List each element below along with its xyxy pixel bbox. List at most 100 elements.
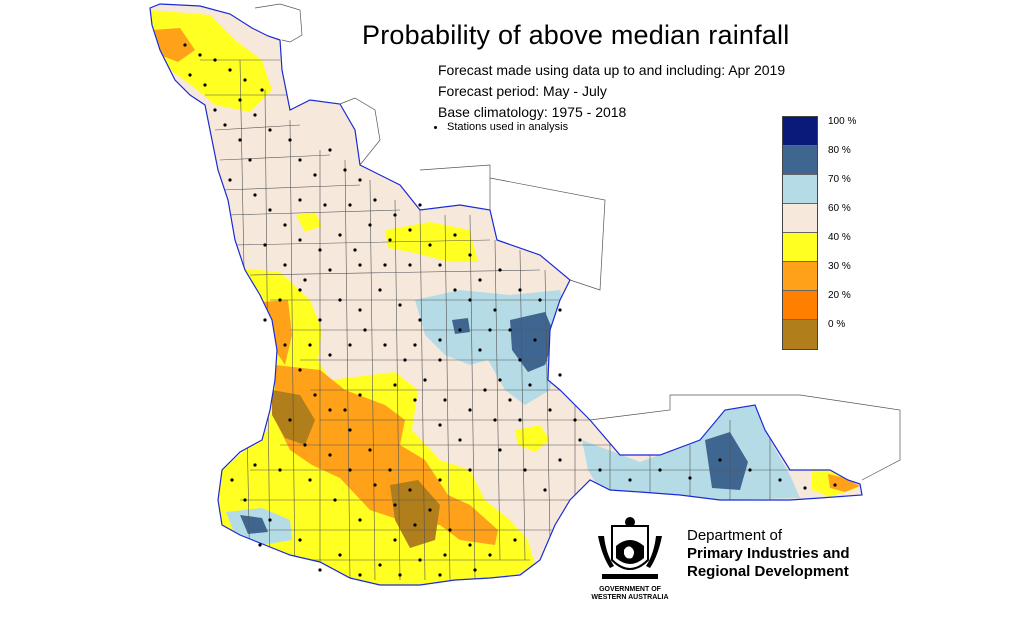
station-dot	[228, 68, 232, 72]
station-dot	[253, 113, 257, 117]
zone-yellow-east	[385, 222, 478, 262]
station-dot	[328, 148, 332, 152]
station-dot	[468, 298, 472, 302]
station-dot	[378, 563, 382, 567]
gov-line2: WESTERN AUSTRALIA	[591, 594, 669, 601]
station-dot	[183, 43, 187, 47]
station-dot	[438, 573, 442, 577]
legend-label: 20 %	[828, 290, 851, 301]
zone-yellow-north	[150, 10, 272, 112]
station-dot	[253, 463, 257, 467]
station-dot	[443, 398, 447, 402]
station-dot	[493, 418, 497, 422]
station-dot	[443, 553, 447, 557]
station-dot	[268, 208, 272, 212]
station-dot	[298, 158, 302, 162]
station-dot	[308, 478, 312, 482]
dept-line3: Regional Development	[687, 563, 849, 580]
zone-darkblue-southeast	[705, 432, 748, 490]
station-dot	[230, 478, 234, 482]
station-dot	[338, 553, 342, 557]
station-dot	[453, 288, 457, 292]
station-dot	[428, 243, 432, 247]
station-dot	[423, 378, 427, 382]
station-dot	[478, 348, 482, 352]
station-dot	[338, 298, 342, 302]
station-dot	[343, 408, 347, 412]
station-dot	[548, 408, 552, 412]
station-dot	[453, 233, 457, 237]
station-dot	[288, 138, 292, 142]
station-dot	[238, 98, 242, 102]
gov-line1: GOVERNMENT OF	[599, 586, 661, 593]
station-dot	[283, 343, 287, 347]
legend-label: 0 %	[828, 319, 846, 330]
station-dot	[373, 483, 377, 487]
station-dot	[268, 128, 272, 132]
station-dot	[413, 398, 417, 402]
station-dot	[438, 358, 442, 362]
legend-swatch	[783, 233, 817, 262]
station-dot	[533, 338, 537, 342]
station-dot	[498, 378, 502, 382]
station-dot	[438, 423, 442, 427]
station-dot	[228, 178, 232, 182]
map-title: Probability of above median rainfall	[362, 20, 790, 50]
station-dot	[488, 553, 492, 557]
station-dot	[538, 298, 542, 302]
legend-swatch	[783, 320, 817, 349]
station-dot-icon	[434, 125, 437, 129]
stations-label: Stations used in analysis	[447, 121, 569, 133]
station-dot	[468, 253, 472, 257]
station-dot	[393, 538, 397, 542]
station-dot	[388, 468, 392, 472]
station-dot	[748, 468, 752, 472]
forecast-made: Forecast made using data up to and inclu…	[438, 62, 786, 78]
station-dot	[398, 573, 402, 577]
station-dot	[333, 498, 337, 502]
department-name: Department of Primary Industries and Reg…	[687, 527, 850, 581]
station-dot	[483, 388, 487, 392]
station-dot	[203, 83, 207, 87]
zone-orange-far-east	[828, 474, 860, 492]
district-boundaries	[200, 59, 820, 581]
station-dot	[263, 243, 267, 247]
station-dot	[803, 486, 807, 490]
station-dot	[718, 458, 722, 462]
station-dot	[368, 223, 372, 227]
station-dot	[833, 483, 837, 487]
station-dot	[353, 248, 357, 252]
station-dot	[223, 123, 227, 127]
base-climatology: Base climatology: 1975 - 2018	[438, 104, 627, 120]
station-dot	[438, 338, 442, 342]
zone-yellow-small	[296, 212, 322, 232]
station-dot	[268, 518, 272, 522]
zone-brown-south	[390, 480, 440, 548]
station-dot	[358, 263, 362, 267]
station-dot	[298, 538, 302, 542]
station-dot	[243, 498, 247, 502]
station-dot	[513, 538, 517, 542]
legend-swatch	[783, 204, 817, 233]
station-dot	[383, 263, 387, 267]
station-dot	[418, 203, 422, 207]
station-dot	[328, 268, 332, 272]
stations-legend: Stations used in analysis	[434, 121, 568, 133]
station-dot	[543, 488, 547, 492]
station-dot	[418, 558, 422, 562]
station-dot	[328, 453, 332, 457]
station-dot	[508, 398, 512, 402]
station-dot	[498, 448, 502, 452]
station-dot	[298, 288, 302, 292]
dept-line2: Primary Industries and	[687, 545, 850, 562]
station-dot	[413, 343, 417, 347]
wa-crest-icon	[598, 517, 662, 579]
station-dot	[318, 318, 322, 322]
station-dot	[263, 318, 267, 322]
station-dot	[478, 278, 482, 282]
station-dot	[473, 568, 477, 572]
station-dot	[348, 428, 352, 432]
station-dot	[328, 408, 332, 412]
legend-label: 80 %	[828, 145, 851, 156]
